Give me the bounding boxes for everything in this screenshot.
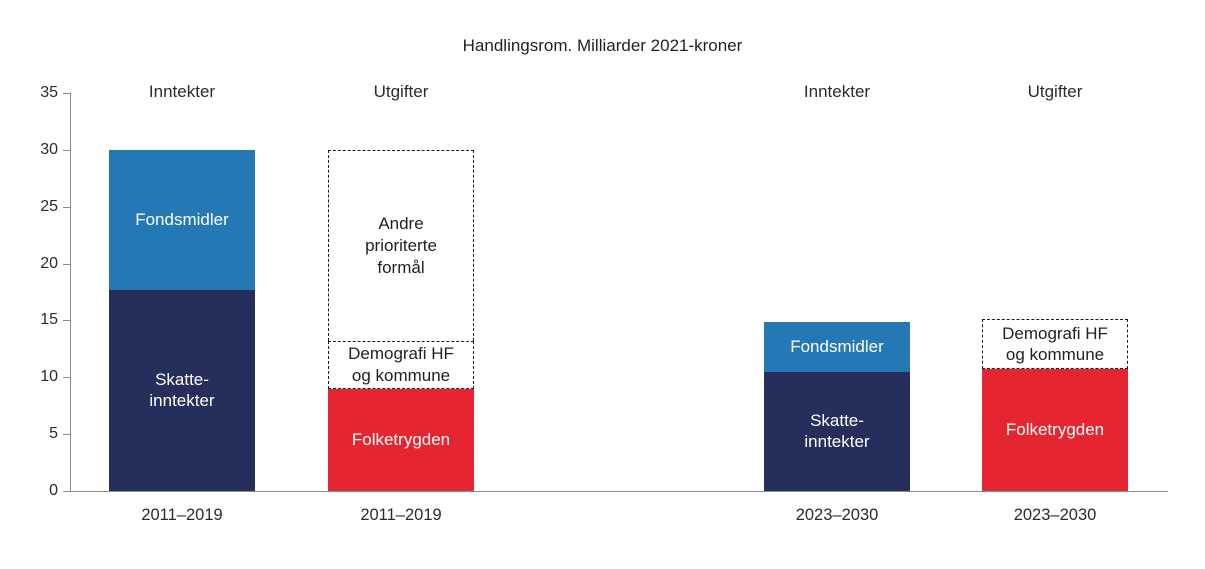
y-tick-label: 0 (49, 482, 58, 499)
segment-label: Skatte- inntekter (149, 369, 215, 411)
y-tick-label: 5 (49, 425, 58, 442)
segment-label: Demografi HF og kommune (348, 344, 454, 385)
bar-segment-skatte-inntekter: Skatte- inntekter (764, 371, 910, 491)
bar-segment-fondsmidler: Fondsmidler (764, 321, 910, 372)
x-axis-category-label: 2011–2019 (360, 506, 442, 524)
segment-label: Fondsmidler (790, 336, 884, 356)
x-axis (70, 491, 1168, 492)
y-tick-label: 25 (40, 198, 58, 215)
segment-label: Skatte- inntekter (804, 410, 870, 452)
column-header: Utgifter (373, 82, 429, 101)
bar-segment-demografi-hf-og-kommune: Demografi HF og kommune (328, 340, 474, 389)
y-tick (63, 93, 70, 94)
y-tick (63, 434, 70, 435)
y-tick (63, 320, 70, 321)
bar-segment-andre-prioriterte-formål: Andre prioriterte formål (328, 149, 474, 341)
y-tick (63, 264, 70, 265)
y-tick (63, 377, 70, 378)
y-tick-label: 30 (40, 141, 58, 158)
bar-segment-demografi-hf-og-kommune: Demografi HF og kommune (982, 319, 1128, 370)
column-header: Inntekter (803, 82, 871, 101)
column-header: Inntekter (148, 82, 216, 101)
x-axis-category-label: 2011–2019 (141, 506, 223, 524)
y-tick-label: 15 (40, 311, 58, 328)
y-tick-label: 35 (40, 84, 58, 101)
bar-segment-fondsmidler: Fondsmidler (109, 149, 255, 290)
y-axis (70, 93, 71, 492)
segment-label: Folketrygden (351, 429, 451, 449)
bar-segment-skatte-inntekter: Skatte- inntekter (109, 289, 255, 491)
segment-label: Folketrygden (1005, 420, 1105, 440)
column-header: Utgifter (1027, 82, 1083, 101)
x-axis-category-label: 2023–2030 (1013, 506, 1097, 524)
bar-segment-folketrygden: Folketrygden (982, 369, 1128, 491)
x-axis-category-label: 2023–2030 (795, 506, 879, 524)
segment-label: Demografi HF og kommune (1002, 323, 1108, 365)
chart-title: Handlingsrom. Milliarder 2021-kroner (462, 36, 743, 55)
bar-segment-folketrygden: Folketrygden (328, 388, 474, 491)
y-tick (63, 491, 70, 492)
y-tick (63, 207, 70, 208)
y-tick-label: 20 (40, 255, 58, 272)
segment-label: Andre prioriterte formål (365, 214, 437, 277)
y-tick (63, 150, 70, 151)
segment-label: Fondsmidler (135, 209, 229, 229)
y-tick-label: 10 (40, 368, 58, 385)
